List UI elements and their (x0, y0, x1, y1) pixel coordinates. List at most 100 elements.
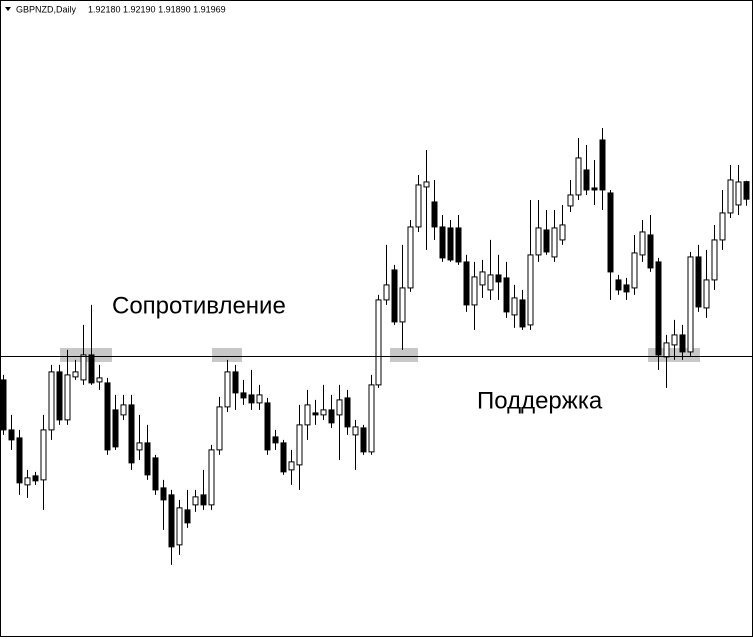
candle-body (96, 377, 103, 383)
candle-body (463, 261, 470, 306)
candle-body (344, 397, 351, 428)
candle-body (687, 256, 694, 353)
candle-body (304, 404, 311, 426)
candle-body (655, 261, 662, 356)
candle-body (32, 475, 39, 482)
candle-body (232, 371, 239, 394)
candles (0, 127, 750, 565)
candle-body (104, 382, 111, 451)
candle-body (447, 227, 454, 261)
candle-body (391, 269, 398, 323)
candle-body (623, 284, 630, 293)
candle-body (527, 254, 534, 326)
candle-body (431, 201, 438, 228)
candle-body (647, 234, 654, 269)
candle-body (671, 334, 678, 346)
candle-body (136, 442, 143, 451)
candle-body (200, 494, 207, 506)
candle-body (471, 276, 478, 306)
candle-body (144, 442, 151, 476)
candle-body (168, 494, 175, 548)
candle-body (88, 354, 95, 384)
candle-body (615, 279, 622, 291)
menu-arrow[interactable] (5, 7, 11, 11)
candle-body (551, 227, 558, 258)
candle-body (120, 404, 127, 416)
candle-body (375, 299, 382, 386)
candle-body (64, 374, 71, 421)
candle-body (256, 394, 263, 404)
candle-body (543, 229, 550, 253)
candle-body (535, 227, 542, 256)
candle-body (423, 181, 430, 188)
candle-body (176, 507, 183, 546)
candle-body (8, 429, 15, 441)
candle-body (727, 179, 734, 214)
candle-body (511, 297, 518, 316)
candle-body (360, 427, 367, 453)
candle-body (487, 274, 494, 291)
candle-body (0, 379, 7, 431)
candle-body (607, 192, 614, 273)
candle-body (719, 212, 726, 241)
candle-body (128, 404, 135, 464)
candle-body (80, 354, 87, 381)
candle-body (407, 226, 414, 289)
candle-body (439, 226, 446, 259)
candle-body (503, 277, 510, 313)
candle-body (72, 371, 79, 378)
candle-body (567, 194, 574, 207)
candle-body (288, 461, 295, 471)
candle-body (152, 457, 159, 491)
candle-body (320, 409, 327, 416)
annotation: Сопротивление (112, 292, 286, 319)
candle-body (631, 252, 638, 289)
candle-body (519, 299, 526, 328)
candle-body (16, 437, 23, 484)
candle-body (280, 442, 287, 473)
candle-body (352, 426, 359, 436)
candle-body (703, 279, 710, 309)
symbol: GBPNZD,Daily (16, 4, 77, 14)
candle-body (272, 436, 279, 444)
candle-body (224, 371, 231, 408)
candle-body (455, 227, 462, 263)
candle-body (192, 496, 199, 506)
candle-body (248, 394, 255, 404)
candle-body (663, 342, 670, 358)
candle-body (216, 406, 223, 451)
candle-body (48, 371, 55, 431)
candle-body (336, 399, 343, 416)
candle-body (399, 287, 406, 323)
candle-body (112, 409, 119, 448)
candle-body (208, 449, 215, 506)
candle-body (575, 157, 582, 196)
candle-body (415, 184, 422, 228)
ohlc: 1.92180 1.92190 1.91890 1.91969 (88, 4, 226, 14)
candle-body (264, 402, 271, 451)
annotation: Поддержка (477, 387, 603, 414)
candle-body (679, 334, 686, 353)
candle-body (56, 371, 63, 421)
candle-body (328, 409, 335, 424)
candle-body (24, 477, 31, 486)
candle-body (599, 139, 606, 191)
candle-body (479, 271, 486, 286)
candle-body (495, 274, 502, 283)
candle-body (639, 231, 646, 256)
candle-body (368, 384, 375, 453)
candle-body (296, 424, 303, 466)
candle-body (743, 181, 750, 200)
candle-body (312, 412, 319, 416)
zone (212, 348, 242, 362)
candle-body (735, 181, 742, 206)
candle-body (591, 187, 598, 191)
candle-body (383, 284, 390, 301)
candle-body (40, 429, 47, 481)
candle-body (240, 392, 247, 399)
candle-body (711, 239, 718, 281)
zone (390, 348, 418, 362)
candle-body (559, 224, 566, 241)
